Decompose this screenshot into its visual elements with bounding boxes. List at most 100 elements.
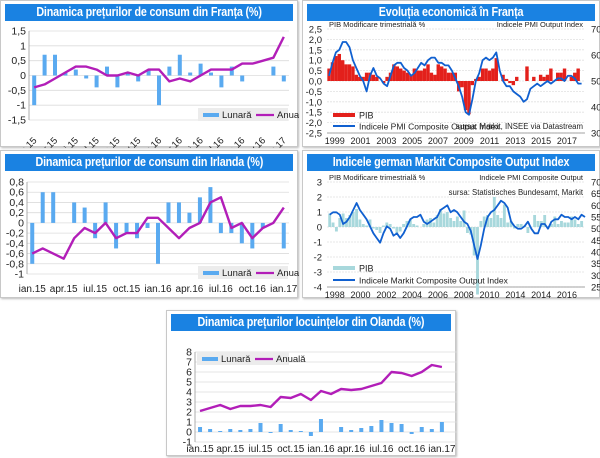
bar-pib [525, 66, 529, 81]
chart-panel-netherlands-housing: Dinamica prețurilor locuințelor din Olan… [166, 310, 457, 456]
bar-lunara-aug.16 [389, 423, 394, 432]
bar-pib [398, 227, 402, 232]
x-tick-label: 2006 [428, 290, 448, 299]
bar-pib [467, 81, 471, 115]
bar-pib [371, 227, 375, 229]
x-tick-label: 2017 [557, 136, 577, 146]
x-tick-label: iul.15 [249, 444, 273, 455]
bar-pib [504, 78, 509, 81]
y-right-tick-label: 70 [591, 25, 600, 36]
legend-box [197, 352, 289, 365]
x-tick-label: iul.15 [78, 135, 102, 148]
bar-lunara-iul.16 [219, 75, 224, 88]
x-tick-label: 2013 [505, 136, 525, 146]
bar-pib [462, 210, 466, 227]
y-right-tick-label: 55 [591, 213, 600, 224]
y-right-tick-label: 60 [591, 51, 600, 62]
bar-pib [450, 72, 454, 81]
bar-pib [446, 72, 451, 81]
y-tick-label: -1 [17, 100, 26, 112]
bar-lunara-nov.15 [298, 431, 303, 432]
chart-title: Dinamica prețurilor de consum din Franța… [5, 4, 293, 21]
bar-pib [559, 72, 563, 81]
y-tick-label: 6 [186, 367, 192, 379]
bar-lunara-aug.16 [229, 66, 234, 76]
x-tick-label: oct.15 [113, 284, 141, 295]
y-left-tick-label: 1,5 [309, 45, 322, 56]
bar-lunara-aug.15 [105, 66, 109, 76]
y-tick-label: -0,5 [8, 85, 26, 97]
bar-pib [519, 224, 523, 227]
bar-lunara-dec.15 [308, 432, 313, 436]
bar-pib [470, 81, 475, 86]
y-tick-label: 1 [20, 40, 26, 52]
chart-panel-france-cpi: Dinamica prețurilor de consum din Franța… [0, 0, 299, 148]
bar-pib [443, 68, 447, 81]
bar-lunara-mar.16 [339, 427, 344, 432]
bar-pib [511, 81, 516, 86]
bar-lunara-sep.16 [240, 75, 245, 82]
y-right-tick-label: 35 [591, 259, 600, 270]
bar-pib [361, 224, 365, 227]
legend-label-pmi: Indicele Markit Composite Output Index [359, 276, 509, 286]
bar-lunara-sep.15 [114, 222, 119, 249]
bar-pib [465, 227, 469, 233]
y-tick-label: 4 [186, 387, 192, 399]
y-right-tick-label: 50 [591, 224, 600, 235]
bar-pib [334, 56, 338, 81]
bar-pib [412, 68, 417, 81]
bar-pib [358, 76, 362, 81]
line-anuala [33, 36, 285, 89]
bar-pib [533, 215, 537, 227]
x-tick-label: 2010 [480, 290, 500, 299]
x-tick-label: ian.17 [428, 444, 456, 455]
bar-lunara-iul.16 [379, 420, 384, 432]
bar-lunara-oct.15 [288, 430, 293, 432]
y-left-tick-label: -4 [314, 283, 322, 294]
bar-pib [487, 70, 492, 81]
bar-pib [484, 68, 488, 81]
chart-title-text: Evoluția economică în Franța [378, 5, 524, 19]
legend-label-lunara: Lunară [221, 354, 251, 365]
y-left-tick-label: -0,5 [306, 87, 322, 98]
line-anuala [199, 363, 443, 413]
legend-label-lunara: Lunară [222, 268, 252, 279]
legend-label-lunara: Lunară [222, 110, 252, 121]
bar-pib [480, 68, 485, 81]
bar-pib [328, 213, 332, 227]
source-label: sursa: Markit, INSEE via Datastream [456, 122, 583, 131]
bar-pib [562, 68, 567, 81]
bar-pib [395, 227, 399, 233]
bar-pib [371, 74, 376, 81]
x-tick-label: 2007 [428, 136, 448, 146]
legend-label-pib: PIB [359, 264, 374, 274]
bar-pib [536, 221, 540, 227]
bar-pib [499, 218, 503, 227]
y-tick-label: -0,8 [6, 258, 24, 270]
bar-pib [542, 76, 546, 81]
bar-pib [432, 222, 436, 227]
bar-pib [489, 218, 493, 227]
bar-pib [351, 212, 355, 227]
y-tick-label: 8 [186, 347, 192, 359]
bar-lunara-sep.15 [115, 75, 120, 88]
legend-label-pib: PIB [359, 111, 374, 121]
legend-label-anuala: Anuală [277, 268, 299, 279]
bar-pib [382, 225, 385, 227]
bar-lunara-feb.15 [208, 429, 213, 432]
y-tick-label: 0,2 [9, 207, 24, 219]
bar-lunara-apr.16 [188, 72, 193, 76]
y-left-tick-label: 0 [317, 223, 322, 234]
bar-pib [341, 213, 345, 227]
y-left-tick-label: 1 [317, 208, 322, 219]
bar-pib [344, 64, 348, 81]
y-left-tick-label: 0,5 [309, 66, 322, 77]
bar-pib [408, 219, 412, 227]
bar-pib [508, 81, 512, 84]
chart-title-text: Dinamica prețurilor de consum din Irland… [35, 155, 263, 169]
bar-lunara-iun.15 [248, 429, 253, 432]
bar-pib [515, 76, 519, 81]
bar-lunara-feb.15 [42, 54, 47, 76]
bar-pib [409, 74, 413, 81]
